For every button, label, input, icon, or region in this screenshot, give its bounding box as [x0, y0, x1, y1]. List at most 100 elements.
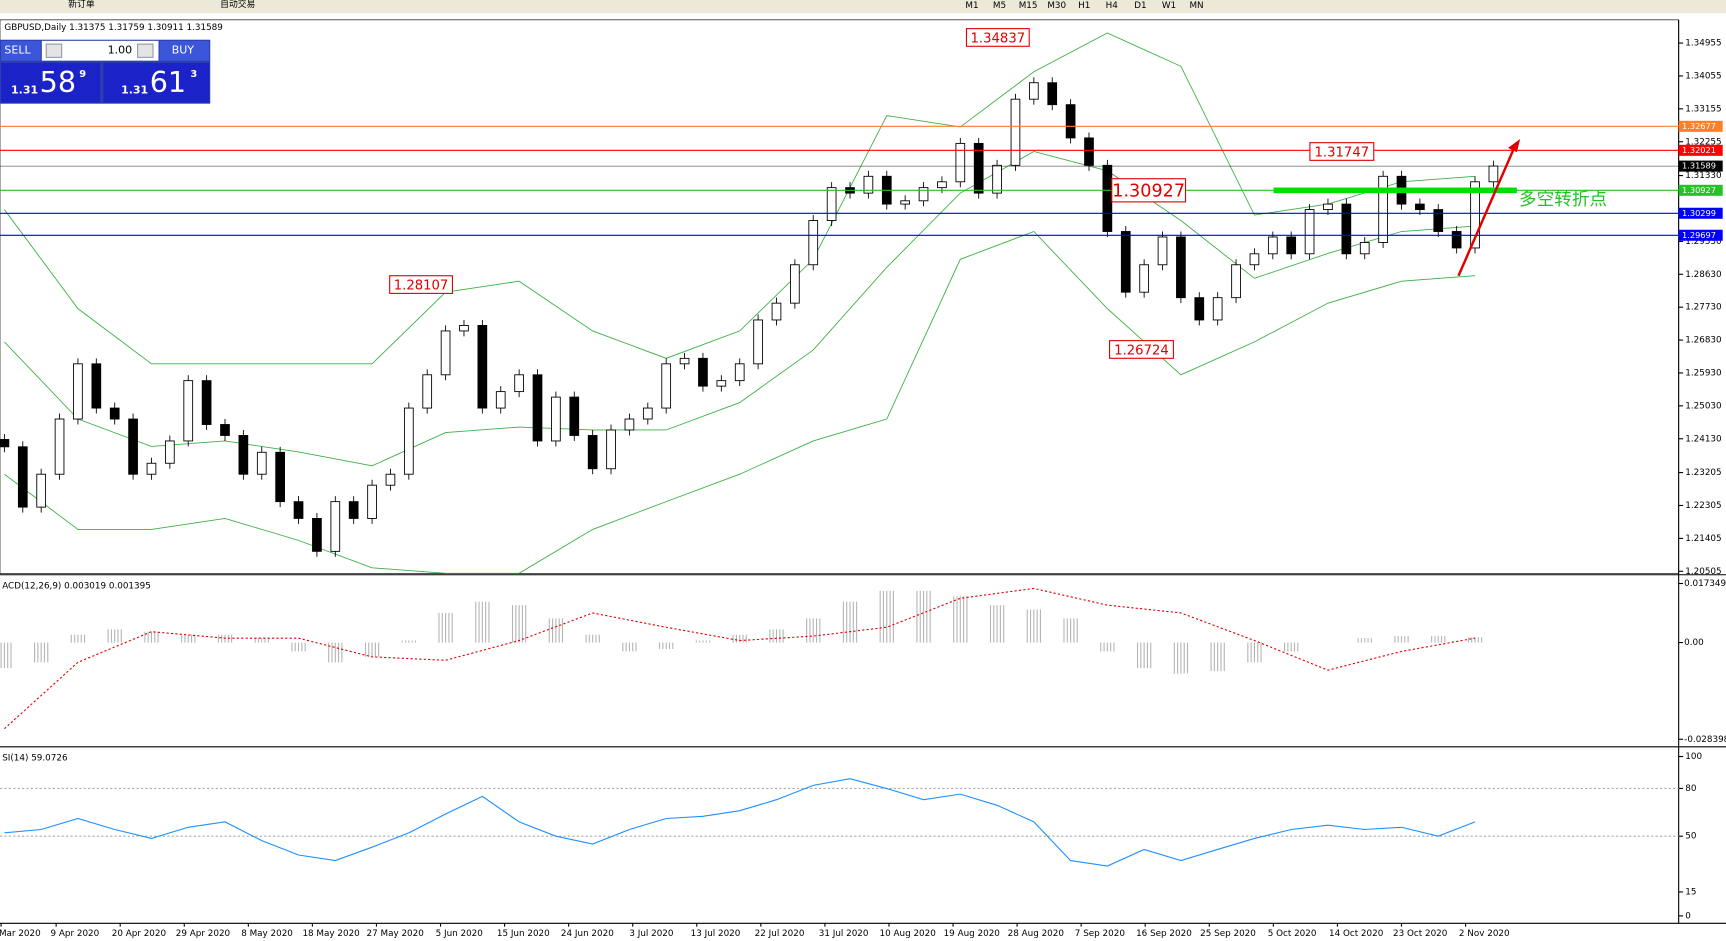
buy-button[interactable] — [159, 40, 210, 61]
y-tick-label: 1.25930 — [1685, 368, 1722, 378]
x-tick-label: 2 Nov 2020 — [1459, 929, 1510, 939]
candle-body — [753, 319, 763, 365]
candle-body — [293, 501, 304, 519]
level-tag — [1678, 184, 1723, 196]
candle-body — [367, 484, 377, 519]
spin-up[interactable] — [137, 43, 154, 58]
candle-body — [1010, 98, 1021, 166]
symbol-header: GBPUSD,Daily 1.31375 1.31759 1.30911 1.3… — [4, 23, 222, 33]
auto-trading-button[interactable]: 自动交易 — [220, 0, 255, 10]
y-tick-label: 1.33155 — [1685, 104, 1721, 114]
candle-body — [1120, 231, 1131, 293]
y-tick-label: 1.20505 — [1685, 567, 1721, 577]
annotation-label: 1.26724 — [1114, 344, 1169, 359]
middle-band — [4, 150, 1476, 467]
x-tick-label: 25 Sep 2020 — [1200, 929, 1256, 939]
x-tick-label: 27 May 2020 — [367, 929, 425, 939]
annotation-label: 1.28107 — [394, 279, 449, 294]
y-tick-label: 50 — [1685, 832, 1697, 842]
x-tick-label: 3 Jul 2020 — [629, 929, 674, 939]
y-tick-label: 1.28630 — [1685, 270, 1722, 280]
spin-down[interactable] — [45, 43, 63, 58]
candle-body — [146, 462, 157, 475]
timeframe-button[interactable]: W1 — [1162, 1, 1176, 11]
x-tick-label: 24 Jun 2020 — [561, 929, 614, 939]
bid-fraction: 9 — [79, 69, 86, 80]
y-tick-label: 1.22305 — [1685, 501, 1721, 511]
level-tag-label: 1.30299 — [1682, 208, 1716, 218]
y-tick-label: 1.34955 — [1685, 39, 1721, 49]
ask-prefix: 1.31 — [121, 83, 148, 96]
candle-body — [422, 374, 433, 409]
x-tick-label: 7 Sep 2020 — [1075, 929, 1126, 939]
x-tick-label: 23 Oct 2020 — [1393, 929, 1448, 939]
x-tick-label: 20 Apr 2020 — [112, 929, 167, 939]
x-tick-label: 8 May 2020 — [241, 929, 293, 939]
buy-label: BUY — [172, 44, 195, 57]
timeframe-button[interactable]: M15 — [1019, 1, 1038, 11]
candle-body — [918, 187, 929, 202]
x-tick-label: 31 Jul 2020 — [819, 929, 869, 939]
arrow-head — [1508, 138, 1521, 153]
candle-body — [238, 435, 249, 475]
timeframe-button[interactable]: D1 — [1134, 1, 1146, 11]
y-tick-label: 1.25030 — [1685, 401, 1722, 411]
candle-body — [642, 407, 653, 420]
timeframe-button[interactable]: H4 — [1106, 1, 1119, 11]
timeframe-button[interactable]: M1 — [965, 1, 978, 11]
annotation-box — [1109, 340, 1174, 359]
candle-body — [863, 175, 874, 194]
x-tick-label: 5 Oct 2020 — [1268, 929, 1317, 939]
level-tag — [1678, 229, 1723, 241]
ask-box[interactable] — [103, 62, 210, 103]
candle-body — [1470, 181, 1480, 249]
timeframe-button[interactable]: M5 — [993, 1, 1006, 11]
y-tick-label: 0.017349 — [1684, 579, 1726, 589]
y-tick-label: 1.34055 — [1685, 71, 1721, 81]
y-tick-label: 1.32255 — [1685, 137, 1721, 147]
candle-body — [36, 473, 47, 508]
timeframe-button[interactable]: MN — [1189, 1, 1203, 11]
candle-body — [624, 418, 635, 431]
candle-body — [1231, 264, 1241, 299]
candle-body — [1028, 82, 1039, 100]
candle-body — [716, 380, 727, 387]
candle-body — [330, 501, 341, 552]
candle-body — [0, 439, 10, 448]
candle-body — [973, 142, 984, 194]
y-tick-label: 15 — [1685, 887, 1696, 897]
candle-body — [1359, 242, 1370, 255]
x-tick-label: Mar 2020 — [0, 929, 41, 939]
candle-body — [698, 357, 708, 387]
new-order-button[interactable]: 新订单 — [68, 0, 95, 10]
sell-button[interactable] — [1, 40, 41, 61]
candle-body — [348, 501, 359, 519]
bid-pips: 58 — [40, 65, 76, 99]
timeframe-button[interactable]: M30 — [1047, 1, 1066, 11]
candle-body — [54, 418, 65, 475]
candle-body — [220, 424, 230, 436]
timeframe-button[interactable]: H1 — [1078, 1, 1090, 11]
annotation-box — [1111, 178, 1187, 203]
sell-label: SELL — [4, 44, 31, 57]
x-tick-label: 18 May 2020 — [302, 929, 360, 939]
annotation-box — [1309, 142, 1375, 161]
level-tag-label: 1.32677 — [1682, 121, 1716, 131]
candle-body — [477, 325, 488, 409]
candle-body — [606, 429, 616, 470]
candle-body — [495, 391, 506, 409]
bid-box[interactable] — [1, 62, 101, 103]
y-tick-label: 1.23205 — [1685, 468, 1721, 478]
lots-field[interactable] — [41, 40, 159, 61]
candle-body — [1488, 165, 1499, 183]
candle-body — [826, 187, 837, 221]
candle-body — [1194, 297, 1205, 321]
candle-body — [73, 363, 83, 420]
level-tag-label: 1.29697 — [1682, 230, 1716, 240]
candle-body — [1267, 236, 1278, 255]
y-tick-label: 0 — [1685, 911, 1691, 921]
note: 多空转折点 — [1519, 189, 1607, 210]
candle-body — [312, 518, 322, 552]
candle-body — [1102, 164, 1113, 232]
